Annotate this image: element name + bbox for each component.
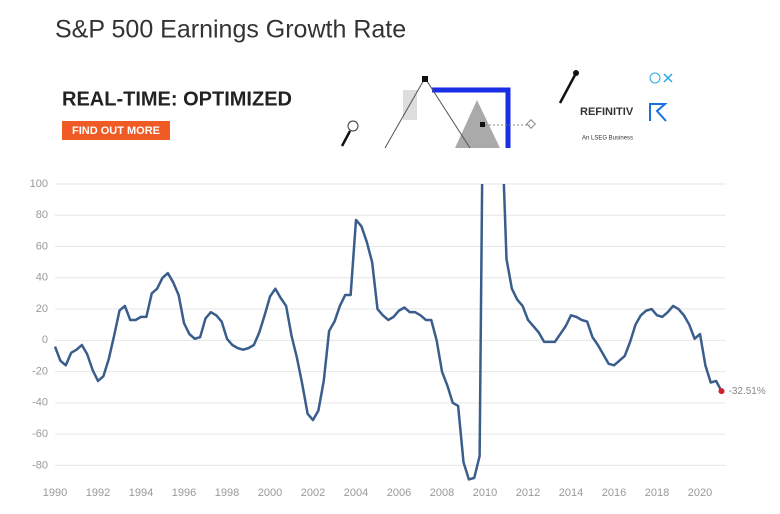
ad-button-label: FIND OUT MORE (72, 125, 160, 137)
ad-brand: REFINITIV (580, 106, 634, 118)
y-tick-label: 60 (36, 240, 48, 252)
y-tick-label: -60 (32, 428, 48, 440)
x-tick-label: 2020 (688, 487, 712, 499)
plot-area (53, 184, 723, 481)
ad-tagline: An LSEG Business (582, 136, 633, 142)
ad-graphic (340, 70, 673, 149)
x-tick-label: 1994 (129, 487, 153, 499)
y-tick-label: -20 (32, 365, 48, 377)
x-tick-label: 2014 (559, 487, 583, 499)
y-tick-label: 100 (30, 178, 48, 190)
x-tick-label: 1996 (172, 487, 196, 499)
value-label: -32.51% (729, 386, 766, 397)
ad-headline: REAL-TIME: OPTIMIZED (62, 88, 292, 110)
x-tick-label: 2010 (473, 487, 497, 499)
x-tick-label: 1992 (86, 487, 110, 499)
y-tick-label: 40 (36, 272, 48, 284)
ad-banner[interactable]: REAL-TIME: OPTIMIZED FIND OUT MORE REFIN… (62, 70, 673, 149)
y-tick-label: 80 (36, 209, 48, 221)
line-series (53, 184, 723, 481)
page-title: S&P 500 Earnings Growth Rate (55, 16, 406, 44)
x-tick-label: 2008 (430, 487, 454, 499)
x-tick-label: 2012 (516, 487, 540, 499)
x-tick-label: 1998 (215, 487, 239, 499)
x-tick-label: 1990 (43, 487, 67, 499)
x-tick-label: 2006 (387, 487, 411, 499)
x-tick-label: 2004 (344, 487, 368, 499)
ad-button[interactable] (62, 121, 170, 140)
x-tick-label: 2000 (258, 487, 282, 499)
y-tick-label: 0 (42, 334, 48, 346)
last-point (718, 388, 725, 395)
x-tick-label: 2002 (301, 487, 325, 499)
y-tick-label: -40 (32, 397, 48, 409)
x-tick-label: 2018 (645, 487, 669, 499)
x-tick-label: 2016 (602, 487, 626, 499)
y-tick-label: -80 (32, 459, 48, 471)
y-tick-label: 20 (36, 303, 48, 315)
